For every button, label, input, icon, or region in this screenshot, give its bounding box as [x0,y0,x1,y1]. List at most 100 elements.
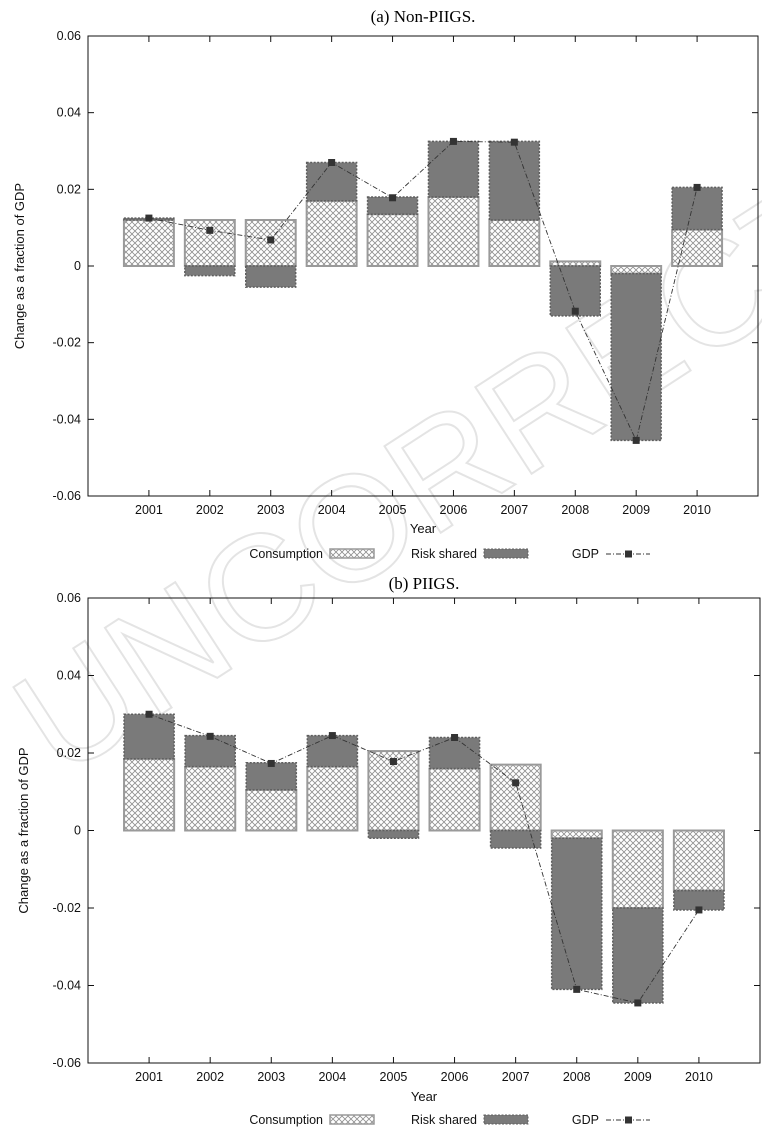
x-tick-label: 2006 [441,1070,469,1084]
x-tick-label: 2003 [257,503,285,517]
risk-shared-bar [184,265,236,277]
legend-consumption-label: Consumption [249,1113,323,1127]
chart-title: (a) Non-PIIGS. [371,7,476,26]
legend-consumption-label: Consumption [249,547,323,561]
y-tick-label: 0.02 [57,182,81,196]
gdp-point [634,999,642,1007]
consumption-bar [306,765,359,832]
gdp-point [328,732,336,740]
x-tick-label: 2010 [685,1070,713,1084]
y-tick-label: 0.04 [57,669,81,683]
x-tick-label: 2001 [135,503,163,517]
y-tick-label: -0.02 [53,336,82,350]
y-tick-label: 0.04 [57,106,81,120]
consumption-bar [305,199,358,267]
gdp-point [695,906,703,914]
y-tick-label: 0.06 [57,29,81,43]
gdp-point [451,734,459,741]
gdp-point [206,226,214,234]
x-tick-label: 2005 [380,1070,408,1084]
risk-shared-bar [184,734,236,768]
risk-shared-bar [428,736,481,770]
consumption-bar [671,228,724,267]
legend-gdp-label: GDP [572,547,599,561]
x-tick-label: 2009 [624,1070,652,1084]
x-axis-label: Year [411,1089,438,1104]
y-axis-label: Change as a fraction of GDP [16,747,31,913]
consumption-bar [245,788,298,832]
gdp-point [206,732,214,740]
gdp-point [389,194,397,202]
x-tick-label: 2008 [561,503,589,517]
x-tick-label: 2007 [500,503,528,517]
gdp-point [632,436,640,444]
x-tick-label: 2005 [379,503,407,517]
chart-piigs: (b) PIIGS. 0.06 0.04 0.02 0 -0.02 -0.04 -0.06 Ch… [16,574,761,1127]
gdp-line [148,713,700,1004]
legend-risk-label: Risk shared [411,1113,477,1127]
legend-risk-swatch [483,548,529,559]
gdp-point [571,307,579,315]
x-tick-label: 2002 [196,1070,224,1084]
legend-gdp-marker [625,550,632,558]
legend-consumption-swatch [329,1114,375,1125]
gdp-point [512,779,520,787]
gdp-point [267,236,275,244]
x-tick-label: 2001 [135,1070,163,1084]
x-axis-label: Year [410,521,437,536]
legend-risk-label: Risk shared [411,547,477,561]
y-tick-label: 0 [74,259,81,273]
legend-gdp-label: GDP [572,1113,599,1127]
risk-shared-bar [306,734,359,768]
consumption-bar [611,829,664,909]
y-tick-label: -0.06 [53,489,82,503]
consumption-bar [488,219,541,267]
consumption-bar [672,829,725,892]
y-tick-label: -0.02 [53,901,82,915]
risk-shared-bar [612,907,664,1004]
risk-shared-bar [427,140,480,198]
gdp-point [510,138,518,146]
x-tick-label: 2010 [683,503,711,517]
consumption-bar [550,829,603,840]
risk-shared-bar [550,837,603,991]
x-tick-label: 2002 [196,503,224,517]
x-tick-label: 2004 [318,503,346,517]
risk-shared-bar [367,829,420,839]
chart-non-piigs: (a) Non-PIIGS. 0.06 0.04 0.02 0 -0.02 -0.04 -0.… [12,7,759,561]
x-tick-label: 2009 [622,503,650,517]
risk-shared-bar [549,265,601,317]
consumption-bar [427,196,480,267]
y-tick-label: -0.04 [53,979,82,993]
x-tick-label: 2006 [440,503,468,517]
y-tick-label: -0.06 [53,1056,82,1070]
x-tick-label: 2008 [563,1070,591,1084]
gdp-point [328,159,336,166]
y-tick-label: 0.02 [57,746,81,760]
consumption-bar [122,219,175,267]
y-tick-label: -0.04 [53,412,82,426]
risk-shared-bar [305,161,358,202]
y-tick-label: 0 [74,824,81,838]
risk-shared-bar [123,713,175,760]
risk-shared-bar [245,265,297,288]
y-axis-label: Change as a fraction of GDP [12,183,27,349]
risk-shared-bar [489,829,542,849]
chart-title: (b) PIIGS. [389,574,460,593]
gdp-point [267,759,275,767]
x-tick-label: 2004 [318,1070,346,1084]
gdp-point [389,758,397,766]
gdp-point [573,985,581,993]
consumption-bar [184,765,237,832]
gdp-point [145,710,153,718]
gdp-point [145,214,153,222]
risk-shared-bar [610,272,662,442]
risk-shared-bar [488,140,541,221]
consumption-bar [489,763,542,832]
risk-shared-bar [245,761,298,791]
y-tick-label: 0.06 [57,591,81,605]
consumption-bar [428,767,481,832]
legend-consumption-swatch [329,548,375,559]
legend-gdp-marker [625,1116,632,1124]
